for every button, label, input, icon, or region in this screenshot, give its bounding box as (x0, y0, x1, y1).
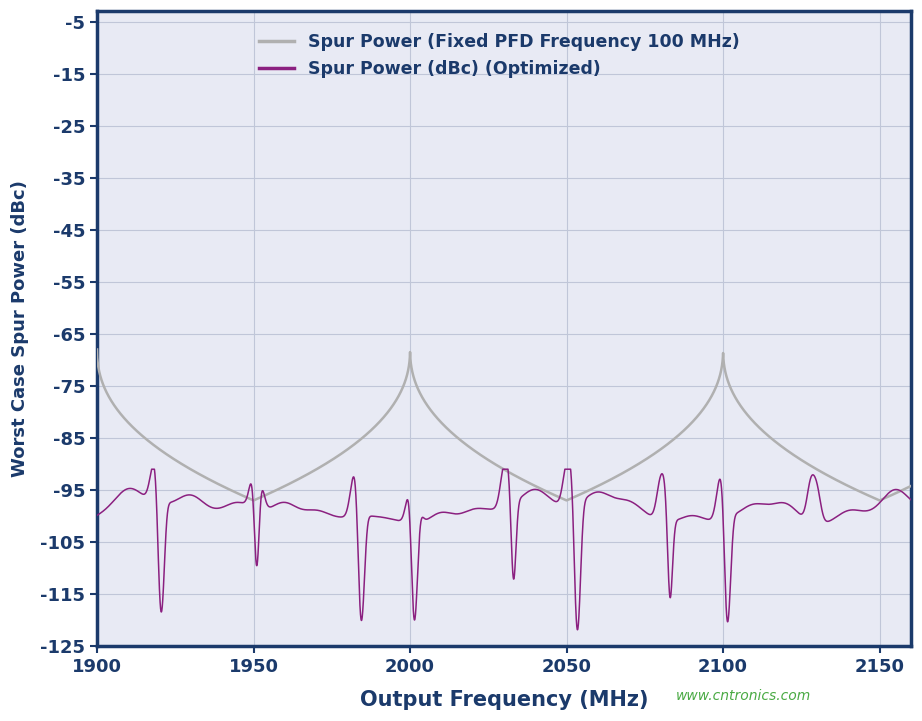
Y-axis label: Worst Case Spur Power (dBc): Worst Case Spur Power (dBc) (11, 180, 30, 477)
Legend: Spur Power (Fixed PFD Frequency 100 MHz), Spur Power (dBc) (Optimized): Spur Power (Fixed PFD Frequency 100 MHz)… (253, 26, 747, 84)
Text: www.cntronics.com: www.cntronics.com (676, 689, 811, 703)
X-axis label: Output Frequency (MHz): Output Frequency (MHz) (360, 690, 648, 710)
